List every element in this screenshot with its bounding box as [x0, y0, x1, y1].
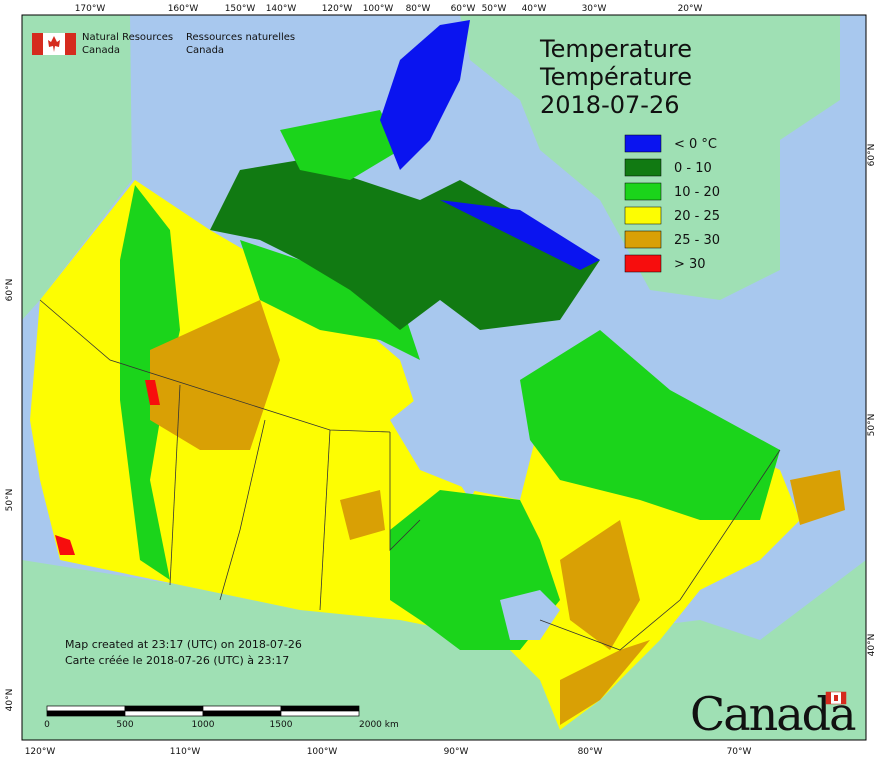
longitude-label: 80°W: [578, 747, 603, 757]
title: Température: [539, 63, 692, 91]
logo-text: Natural Resources: [82, 32, 173, 43]
scale-label: 500: [116, 720, 133, 730]
maple-leaf: [834, 695, 838, 701]
longitude-label: 50°W: [482, 4, 507, 14]
legend-swatch: [624, 158, 662, 177]
scale-segment: [280, 705, 360, 712]
maple-leaf: [48, 36, 60, 52]
note: Map created at 23:17 (UTC) on 2018-07-26: [65, 638, 302, 651]
legend-label: 10 - 20: [674, 185, 720, 200]
longitude-label: 140°W: [266, 4, 297, 14]
scale-segment: [46, 705, 126, 712]
latitude-label: 50°N: [867, 414, 877, 437]
title-date: 2018-07-26: [540, 91, 679, 119]
longitude-label: 40°W: [522, 4, 547, 14]
scale-label: 2000 km: [359, 720, 399, 730]
scale-segment: [202, 710, 282, 717]
scale-segment: [124, 710, 204, 717]
legend-swatch: [624, 134, 662, 153]
legend-swatch: [624, 206, 662, 225]
flag-bar: [841, 692, 846, 704]
legend-label: < 0 °C: [674, 137, 717, 152]
longitude-label: 30°W: [582, 4, 607, 14]
scale-segment: [202, 705, 282, 712]
legend-label: 0 - 10: [674, 161, 712, 176]
nrcan-logo: Natural Resources Canada Ressources natu…: [32, 32, 295, 56]
legend-swatch: [624, 254, 662, 273]
latitude-label: 40°N: [5, 689, 15, 712]
flag-bar: [65, 33, 76, 55]
map-land: [22, 15, 866, 740]
longitude-label: 170°W: [75, 4, 106, 14]
logo-text: Canada: [186, 45, 224, 56]
longitude-label: 120°W: [322, 4, 353, 14]
scale-label: 1500: [270, 720, 293, 730]
longitude-label: 100°W: [307, 747, 338, 757]
longitude-label: 60°W: [451, 4, 476, 14]
scale-segment: [124, 705, 204, 712]
longitude-label: 160°W: [168, 4, 199, 14]
wordmark: Canada: [690, 687, 858, 741]
scale-label: 1000: [192, 720, 215, 730]
logo-text: Ressources naturelles: [186, 32, 295, 43]
latitude-label: 60°N: [867, 144, 877, 167]
scale-segment: [46, 710, 126, 717]
longitude-label: 20°W: [678, 4, 703, 14]
longitude-label: 110°W: [170, 747, 201, 757]
scale-label: 0: [44, 720, 50, 730]
legend-swatch: [624, 230, 662, 249]
legend-label: 25 - 30: [674, 233, 720, 248]
scale-segment: [280, 710, 360, 717]
flag-bar: [32, 33, 43, 55]
latitude-label: 60°N: [5, 279, 15, 302]
legend-label: > 30: [674, 257, 706, 272]
map-frame: [21, 14, 867, 741]
legend-swatch: [624, 182, 662, 201]
longitude-label: 120°W: [25, 747, 56, 757]
longitude-label: 70°W: [727, 747, 752, 757]
latitude-label: 40°N: [867, 634, 877, 657]
longitude-label: 150°W: [225, 4, 256, 14]
longitude-label: 90°W: [444, 747, 469, 757]
latitude-label: 50°N: [5, 489, 15, 512]
flag-bar: [826, 692, 831, 704]
title: Temperature: [539, 35, 692, 63]
legend-label: 20 - 25: [674, 209, 720, 224]
logo-text: Canada: [82, 45, 120, 56]
longitude-label: 100°W: [363, 4, 394, 14]
longitude-label: 80°W: [406, 4, 431, 14]
note: Carte créée le 2018-07-26 (UTC) à 23:17: [65, 654, 289, 667]
